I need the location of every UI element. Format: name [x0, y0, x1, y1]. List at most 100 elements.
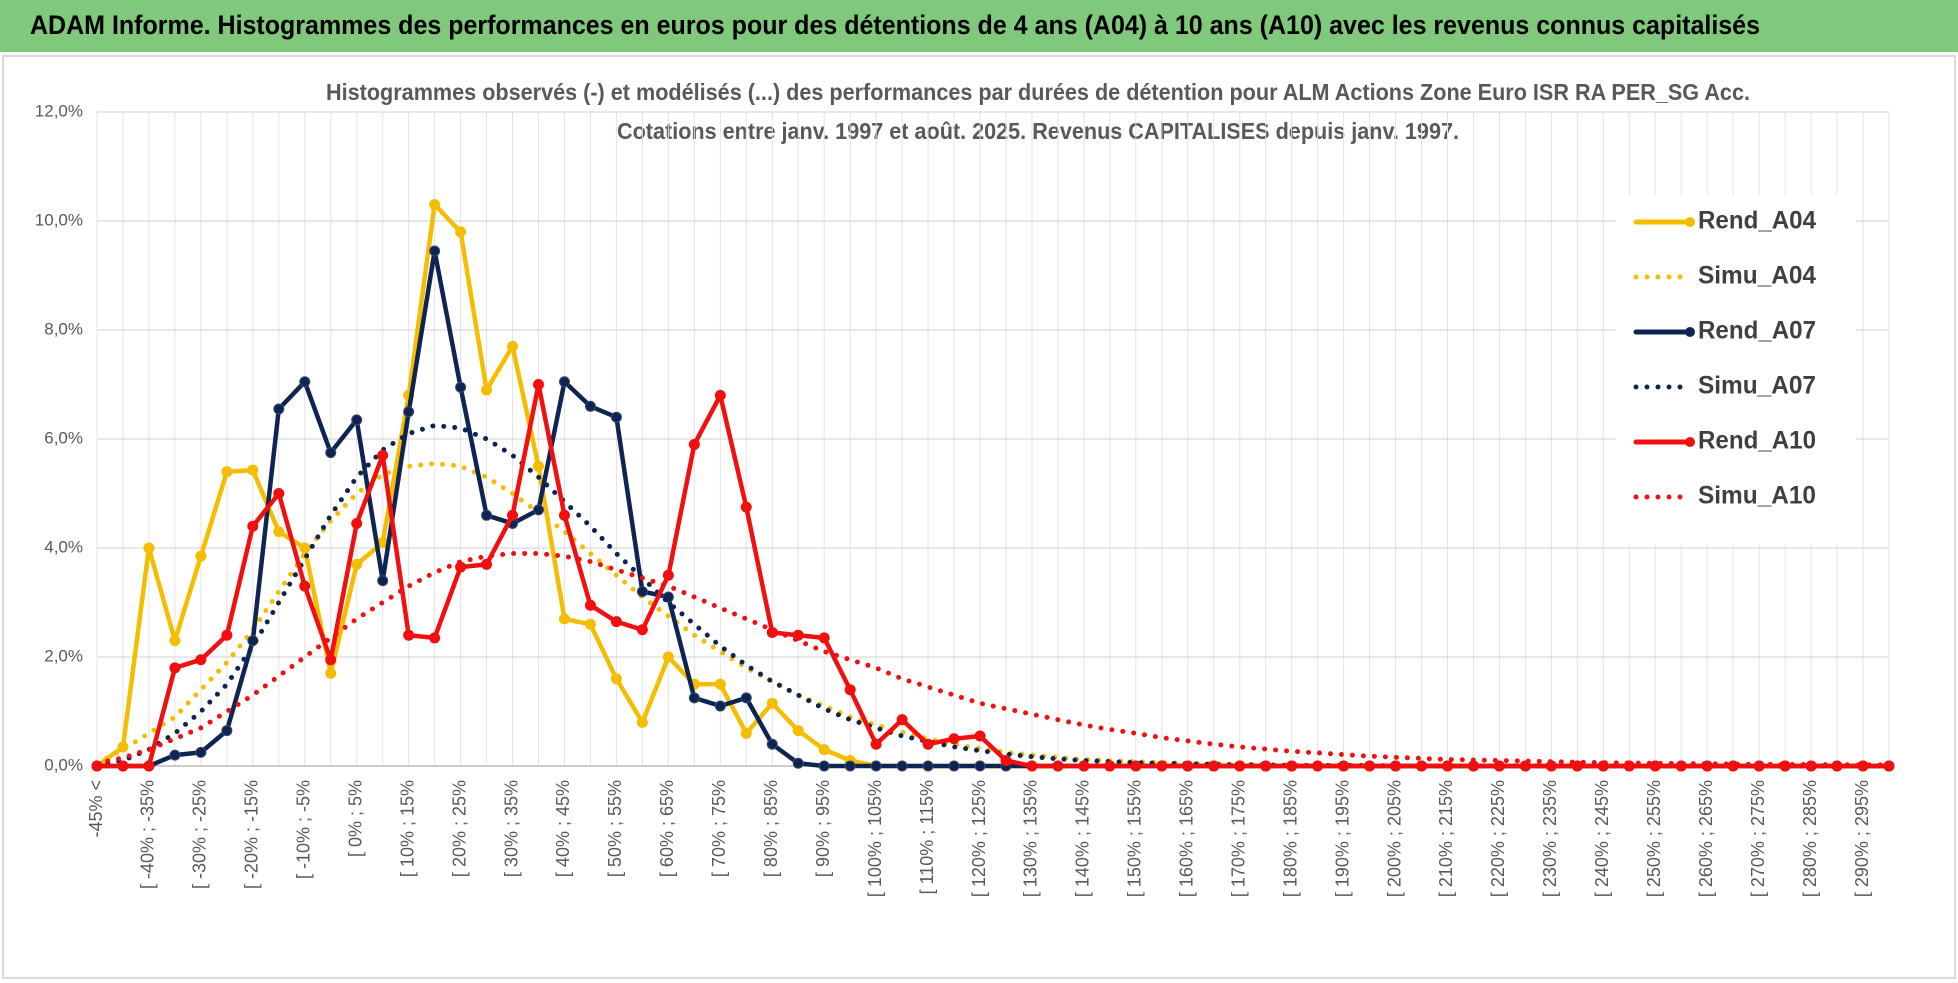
- y-tick-label: 0,0%: [44, 755, 83, 774]
- x-tick-label: [ 260% ; 265%: [1696, 780, 1716, 897]
- point-marker: [221, 629, 233, 641]
- point-marker: [403, 629, 415, 641]
- x-tick-label: [ 40% ; 45%: [553, 780, 573, 877]
- point-marker: [740, 501, 752, 513]
- point-marker: [195, 550, 207, 562]
- x-tick-label: [ 200% ; 205%: [1384, 780, 1404, 897]
- x-tick-label: [ 290% ; 295%: [1852, 780, 1872, 897]
- point-marker: [299, 376, 311, 388]
- point-marker: [1260, 760, 1272, 772]
- point-marker: [714, 700, 726, 712]
- point-marker: [377, 449, 389, 461]
- point-marker: [1078, 760, 1090, 772]
- x-tick-label: -45% <: [86, 780, 106, 838]
- x-tick-label: [ -40% ; -35%: [138, 780, 158, 889]
- header-title: ADAM Informe. Histogrammes des performan…: [30, 10, 1760, 40]
- point-marker: [896, 714, 908, 726]
- point-marker: [273, 488, 285, 499]
- point-marker: [1416, 760, 1428, 772]
- point-marker: [1104, 760, 1116, 772]
- x-tick-label: [ 220% ; 225%: [1488, 780, 1508, 897]
- x-tick-label: [ -10% ; -5%: [294, 780, 314, 879]
- point-marker: [662, 569, 674, 581]
- point-marker: [584, 618, 596, 630]
- observed-line: [94, 382, 1892, 769]
- point-marker: [1649, 760, 1661, 772]
- point-marker: [948, 733, 960, 745]
- point-marker: [636, 716, 648, 728]
- point-marker: [325, 447, 337, 459]
- legend-label: Rend_A10: [1698, 427, 1816, 455]
- x-tick-label: [ 30% ; 35%: [501, 780, 521, 877]
- point-marker: [766, 697, 778, 709]
- point-marker: [844, 760, 856, 772]
- legend-marker: [1685, 437, 1695, 447]
- point-marker: [974, 760, 986, 772]
- point-marker: [1130, 760, 1142, 772]
- point-marker: [1467, 760, 1479, 772]
- x-tick-label: [ 250% ; 255%: [1644, 780, 1664, 897]
- point-marker: [377, 575, 389, 587]
- legend-label: Simu_A07: [1698, 372, 1816, 400]
- point-marker: [558, 613, 570, 625]
- x-tick-label: [ 120% ; 125%: [969, 780, 989, 897]
- point-marker: [273, 526, 285, 538]
- point-marker: [766, 738, 778, 750]
- point-marker: [429, 199, 441, 211]
- point-marker: [1234, 760, 1246, 772]
- point-marker: [533, 504, 545, 516]
- point-marker: [1493, 760, 1505, 772]
- point-marker: [870, 738, 882, 750]
- x-tick-label: [ 280% ; 285%: [1800, 780, 1820, 897]
- chart-title: Histogrammes observés (-) et modélisés (…: [326, 79, 1750, 105]
- point-marker: [636, 624, 648, 636]
- legend-label: Simu_A04: [1698, 262, 1816, 290]
- y-tick-label: 2,0%: [44, 646, 83, 665]
- chart-subtitle: Cotations entre janv. 1997 et août. 2025…: [617, 118, 1459, 144]
- x-tick-label: [ 180% ; 185%: [1280, 780, 1300, 897]
- header-bar: [0, 0, 1958, 52]
- x-tick-label: [ 80% ; 85%: [761, 780, 781, 877]
- y-tick-label: 4,0%: [44, 537, 83, 556]
- point-marker: [169, 749, 181, 761]
- point-marker: [584, 400, 596, 412]
- point-marker: [507, 340, 519, 352]
- x-tick-label: [ 140% ; 145%: [1073, 780, 1093, 897]
- point-marker: [1883, 760, 1895, 772]
- point-marker: [662, 651, 674, 663]
- point-marker: [558, 376, 570, 388]
- point-marker: [636, 586, 648, 598]
- point-marker: [922, 760, 934, 772]
- point-marker: [247, 464, 259, 476]
- x-tick-label: [ 20% ; 25%: [449, 780, 469, 877]
- x-tick-label: [ 50% ; 55%: [605, 780, 625, 877]
- point-marker: [169, 635, 181, 647]
- point-marker: [143, 542, 155, 554]
- x-tick-label: [ -20% ; -15%: [242, 780, 262, 889]
- point-marker: [1286, 760, 1298, 772]
- point-marker: [1026, 760, 1038, 772]
- point-marker: [610, 673, 622, 685]
- point-marker: [740, 692, 752, 704]
- point-marker: [195, 746, 207, 758]
- x-tick-label: [ 70% ; 75%: [709, 780, 729, 877]
- x-tick-label: [ 210% ; 215%: [1436, 780, 1456, 897]
- point-marker: [792, 757, 804, 769]
- point-marker: [481, 558, 493, 570]
- point-marker: [714, 389, 726, 401]
- x-tick-label: [ 160% ; 165%: [1177, 780, 1197, 897]
- point-marker: [351, 414, 363, 426]
- point-marker: [403, 406, 415, 418]
- legend-label: Simu_A10: [1698, 482, 1816, 510]
- legend-marker: [1685, 327, 1695, 337]
- point-marker: [818, 760, 830, 772]
- x-tick-label: [ 130% ; 135%: [1021, 780, 1041, 897]
- point-marker: [896, 760, 908, 772]
- point-marker: [688, 438, 700, 450]
- point-marker: [325, 667, 337, 679]
- point-marker: [610, 411, 622, 423]
- point-marker: [1312, 760, 1324, 772]
- point-marker: [195, 654, 207, 666]
- point-marker: [247, 520, 259, 532]
